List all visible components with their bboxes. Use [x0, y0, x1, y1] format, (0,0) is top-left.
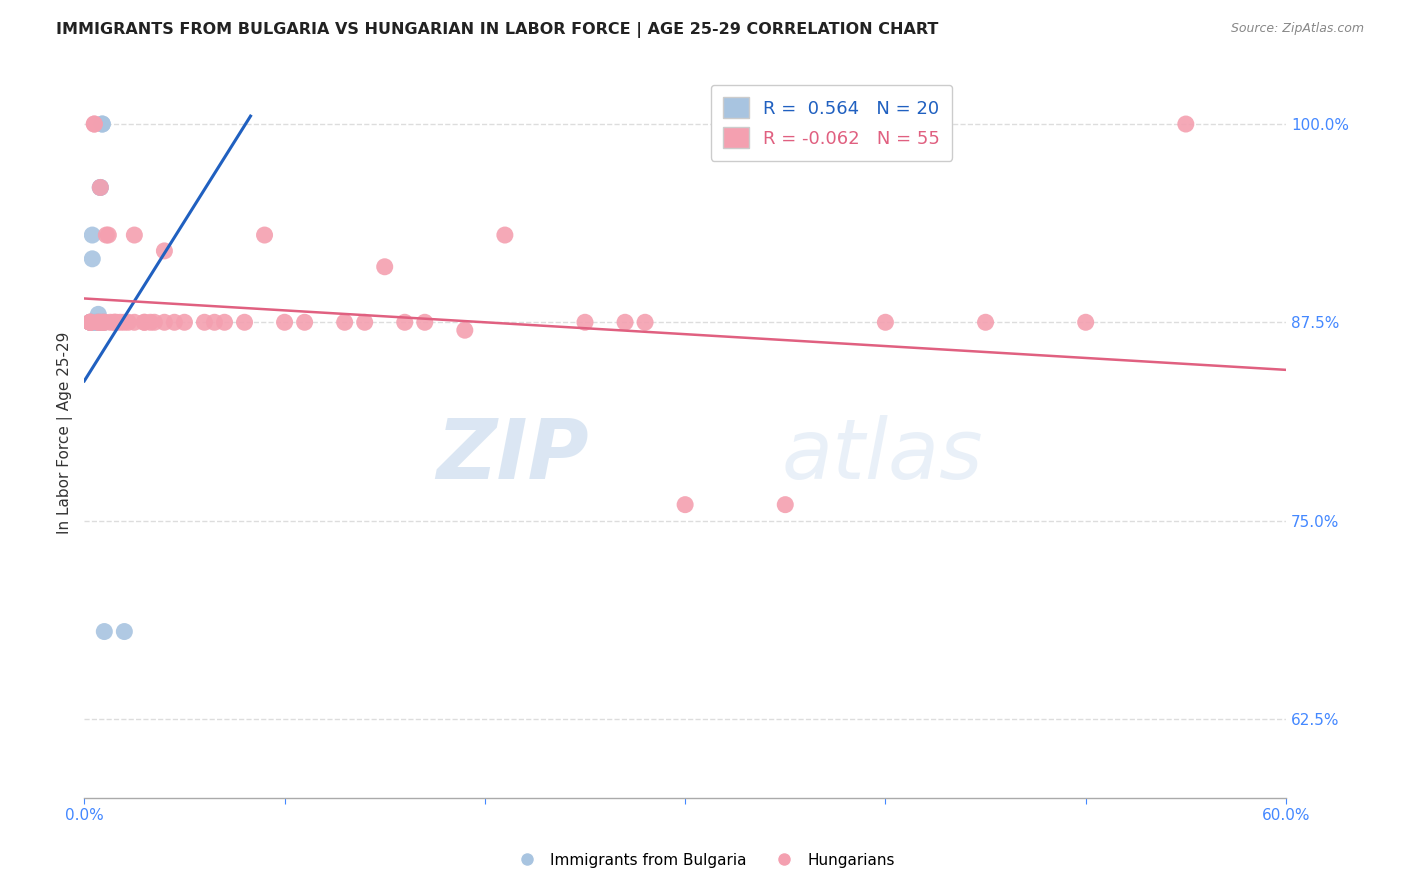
Point — [103, 315, 125, 329]
Text: atlas: atlas — [782, 415, 983, 496]
Point — [91, 117, 114, 131]
Point — [87, 307, 110, 321]
Point — [87, 315, 110, 329]
Point — [134, 315, 156, 329]
Point — [134, 315, 156, 329]
Point — [673, 498, 696, 512]
Point — [89, 180, 111, 194]
Point — [91, 315, 114, 329]
Point — [93, 315, 115, 329]
Point — [79, 315, 101, 329]
Point — [84, 315, 107, 329]
Point — [97, 228, 120, 243]
Point — [273, 315, 295, 329]
Point — [214, 315, 236, 329]
Point — [79, 315, 101, 329]
Point — [93, 315, 115, 329]
Point — [204, 315, 226, 329]
Point — [103, 315, 125, 329]
Point — [233, 315, 256, 329]
Point — [139, 315, 162, 329]
Point — [1074, 315, 1097, 329]
Point — [112, 315, 135, 329]
Point — [294, 315, 316, 329]
Point — [89, 180, 111, 194]
Point — [253, 228, 276, 243]
Point — [124, 228, 146, 243]
Point — [82, 228, 104, 243]
Point — [112, 624, 135, 639]
Text: IMMIGRANTS FROM BULGARIA VS HUNGARIAN IN LABOR FORCE | AGE 25-29 CORRELATION CHA: IMMIGRANTS FROM BULGARIA VS HUNGARIAN IN… — [56, 22, 939, 38]
Point — [105, 315, 128, 329]
Point — [79, 315, 101, 329]
Point — [153, 315, 176, 329]
Point — [124, 315, 146, 329]
Point — [87, 315, 110, 329]
Point — [574, 315, 596, 329]
Point — [98, 315, 121, 329]
Point — [91, 315, 114, 329]
Point — [83, 117, 105, 131]
Point — [91, 117, 114, 131]
Text: ZIP: ZIP — [436, 415, 589, 496]
Point — [173, 315, 195, 329]
Legend: R =  0.564   N = 20, R = -0.062   N = 55: R = 0.564 N = 20, R = -0.062 N = 55 — [710, 85, 952, 161]
Point — [84, 315, 107, 329]
Y-axis label: In Labor Force | Age 25-29: In Labor Force | Age 25-29 — [58, 332, 73, 534]
Point — [82, 252, 104, 266]
Point — [193, 315, 215, 329]
Point — [333, 315, 356, 329]
Point — [79, 315, 101, 329]
Point — [79, 315, 101, 329]
Point — [775, 498, 797, 512]
Point — [454, 323, 477, 337]
Legend: Immigrants from Bulgaria, Hungarians: Immigrants from Bulgaria, Hungarians — [505, 847, 901, 873]
Point — [974, 315, 997, 329]
Point — [93, 315, 115, 329]
Point — [96, 228, 118, 243]
Point — [413, 315, 436, 329]
Point — [87, 315, 110, 329]
Point — [1174, 117, 1197, 131]
Point — [634, 315, 657, 329]
Point — [153, 244, 176, 258]
Point — [374, 260, 396, 274]
Point — [87, 315, 110, 329]
Point — [79, 315, 101, 329]
Point — [83, 315, 105, 329]
Point — [394, 315, 416, 329]
Point — [110, 315, 132, 329]
Point — [83, 117, 105, 131]
Point — [353, 315, 375, 329]
Point — [875, 315, 897, 329]
Point — [89, 315, 111, 329]
Point — [614, 315, 637, 329]
Point — [89, 180, 111, 194]
Point — [117, 315, 139, 329]
Point — [494, 228, 516, 243]
Point — [163, 315, 186, 329]
Point — [83, 315, 105, 329]
Point — [143, 315, 166, 329]
Point — [93, 624, 115, 639]
Text: Source: ZipAtlas.com: Source: ZipAtlas.com — [1230, 22, 1364, 36]
Point — [79, 315, 101, 329]
